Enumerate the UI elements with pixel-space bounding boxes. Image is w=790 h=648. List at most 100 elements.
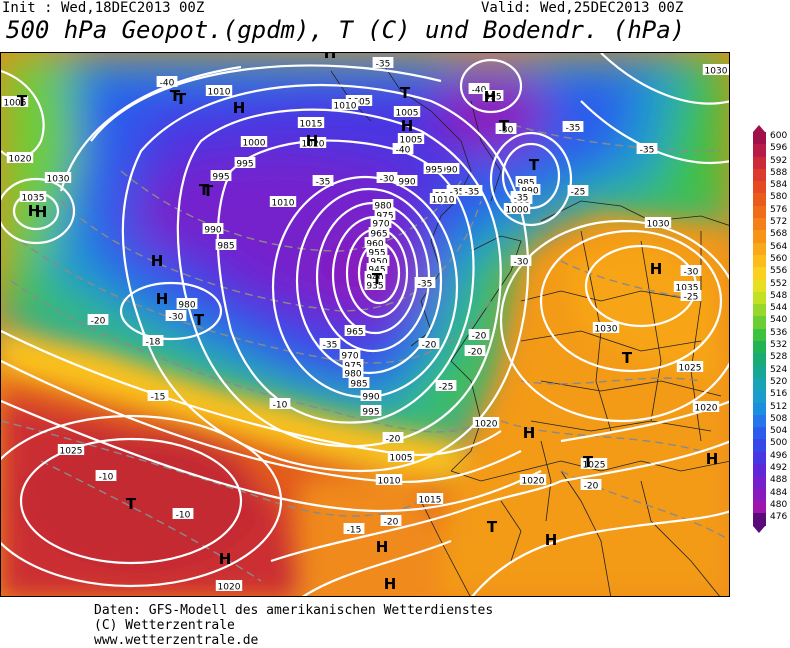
legend-swatch xyxy=(753,439,766,452)
contour-label-text: 990 xyxy=(362,393,379,403)
legend-label: 488 xyxy=(770,475,788,486)
contour-label: 995 xyxy=(210,170,232,183)
contour-label-bg xyxy=(87,314,109,325)
contour-label-bg xyxy=(382,432,404,443)
contour-label-text: 985 xyxy=(217,242,234,252)
contour-label: 940 xyxy=(364,271,386,284)
contour-label-bg xyxy=(567,185,589,196)
contour-label-text: 1020 xyxy=(695,404,718,414)
contour-label: -35 xyxy=(510,191,532,204)
legend-label: 556 xyxy=(770,266,788,277)
low-pressure-marker: T xyxy=(170,87,181,105)
contour-label-text: -40 xyxy=(472,86,487,96)
contour-label-text: 1015 xyxy=(419,496,442,506)
contour-label-text: 985 xyxy=(517,179,534,189)
contour-label: -25 xyxy=(435,380,457,393)
contour-label-text: 1005 xyxy=(390,454,413,464)
contour-label-bg xyxy=(215,239,237,250)
contour-label: -15 xyxy=(147,390,169,403)
contour-label: 1030 xyxy=(644,217,672,230)
geopotential-field xyxy=(1,53,729,461)
contour-label: 995 xyxy=(423,163,445,176)
contour-label-bg xyxy=(438,163,460,174)
contour-label-text: 1010 xyxy=(334,102,357,112)
contour-label-bg xyxy=(580,479,602,490)
contour-label: -25 xyxy=(680,290,702,303)
legend-label: 568 xyxy=(770,229,788,240)
contour-label: -35 xyxy=(414,277,436,290)
low-pressure-marker: T xyxy=(203,182,214,200)
contour-label-bg xyxy=(676,361,704,372)
contour-label-text: -30 xyxy=(499,126,514,136)
contour-label-bg xyxy=(344,325,366,336)
weather-map-svg: 1005102010301035-40101010051000995995101… xyxy=(1,53,729,596)
legend-swatch xyxy=(753,156,766,169)
legend-swatch xyxy=(753,181,766,194)
contour-label-text: 980 xyxy=(374,202,391,212)
contour-label-text: -30 xyxy=(514,258,529,268)
contour-label-bg xyxy=(374,209,396,220)
contour-label: 990 xyxy=(438,163,460,176)
legend-label: 540 xyxy=(770,315,788,326)
contour-label: -20 xyxy=(87,314,109,327)
contour-label: -35 xyxy=(319,338,341,351)
contour-label-bg xyxy=(342,359,364,370)
low-pressure-marker: T xyxy=(17,92,28,110)
contour-label-text: 995 xyxy=(425,166,442,176)
contour-label-bg xyxy=(345,95,373,106)
low-pressure-marker: T xyxy=(487,518,498,536)
contour-label-text: 1010 xyxy=(378,477,401,487)
contour-label-text: -25 xyxy=(571,188,586,198)
contour-label: -35 xyxy=(372,57,394,70)
legend-label: 576 xyxy=(770,204,788,215)
contour-label-bg xyxy=(519,474,547,485)
legend-label: 580 xyxy=(770,192,788,203)
contour-label: 975 xyxy=(342,359,364,372)
contour-label: -35 xyxy=(562,121,584,134)
contour-label-bg xyxy=(299,137,327,148)
contour-label-text: 1005 xyxy=(4,99,27,109)
contour-label: 1020 xyxy=(215,580,243,593)
contour-label-bg xyxy=(366,246,388,257)
contour-label-bg xyxy=(580,458,608,469)
high-pressure-marker: H xyxy=(523,424,536,442)
contour-label-text: -35 xyxy=(566,124,581,134)
contour-label: 1025 xyxy=(676,361,704,374)
contour-label-bg xyxy=(372,57,394,68)
contour-label-text: 965 xyxy=(346,328,363,338)
low-pressure-marker: T xyxy=(499,117,510,135)
contour-label-bg xyxy=(464,345,486,356)
contour-label-text: -40 xyxy=(160,79,175,89)
contour-label: 995 xyxy=(234,157,256,170)
low-pressure-marker: T xyxy=(400,84,411,102)
contour-label-text: 1025 xyxy=(60,447,83,457)
contour-label-bg xyxy=(297,117,325,128)
contour-label: 1030 xyxy=(702,64,729,77)
legend-label: 592 xyxy=(770,155,788,166)
contour-label-bg xyxy=(503,203,531,214)
contour-label: 970 xyxy=(370,217,392,230)
legend-label: 584 xyxy=(770,180,788,191)
contour-label: 1025 xyxy=(57,444,85,457)
legend-label: 572 xyxy=(770,217,788,228)
contour-label-bg xyxy=(165,310,187,321)
contour-label-bg xyxy=(510,255,532,266)
high-pressure-marker: H xyxy=(233,99,246,117)
legend-label: 504 xyxy=(770,426,788,437)
contour-label: -15 xyxy=(343,523,365,536)
contour-label-text: 1025 xyxy=(583,461,606,471)
contour-label-bg xyxy=(461,185,483,196)
contour-label-text: 1005 xyxy=(348,98,371,108)
contour-label-text: -35 xyxy=(450,188,465,198)
contour-label: 1030 xyxy=(592,322,620,335)
legend-label: 484 xyxy=(770,487,788,498)
contour-label-text: 1010 xyxy=(432,196,455,206)
low-pressure-marker: T xyxy=(194,311,205,329)
legend-swatch xyxy=(753,193,766,206)
contour-label-bg xyxy=(6,152,34,163)
contour-label-text: 1020 xyxy=(475,420,498,430)
legend-label: 600 xyxy=(770,131,788,141)
legend-label: 492 xyxy=(770,463,788,474)
contour-label-text: -20 xyxy=(584,482,599,492)
legend-label: 516 xyxy=(770,389,788,400)
